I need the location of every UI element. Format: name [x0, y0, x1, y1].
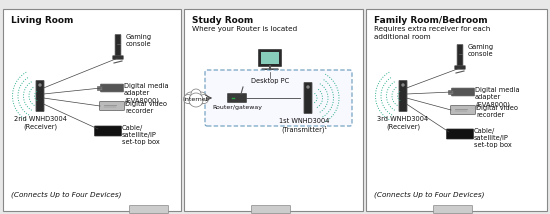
- FancyBboxPatch shape: [115, 35, 121, 57]
- FancyBboxPatch shape: [205, 70, 352, 126]
- Text: 2nd WNHD3004
(Receiver): 2nd WNHD3004 (Receiver): [14, 116, 67, 129]
- Circle shape: [39, 84, 41, 86]
- FancyBboxPatch shape: [100, 102, 124, 110]
- FancyBboxPatch shape: [95, 126, 122, 136]
- Text: Gaming
console: Gaming console: [468, 44, 494, 57]
- FancyBboxPatch shape: [450, 106, 475, 114]
- FancyBboxPatch shape: [113, 56, 123, 59]
- Circle shape: [200, 95, 208, 104]
- FancyBboxPatch shape: [258, 73, 280, 77]
- Text: Living Room: Living Room: [11, 16, 73, 25]
- Circle shape: [195, 92, 207, 104]
- Bar: [366, 9, 547, 211]
- Circle shape: [191, 89, 201, 99]
- FancyBboxPatch shape: [36, 80, 44, 111]
- Text: Where your Router is located: Where your Router is located: [192, 26, 297, 32]
- Circle shape: [185, 92, 197, 104]
- FancyBboxPatch shape: [455, 66, 465, 69]
- Circle shape: [189, 93, 203, 107]
- Circle shape: [184, 95, 192, 104]
- Circle shape: [280, 73, 284, 77]
- Text: Desktop PC: Desktop PC: [251, 78, 289, 84]
- Text: Study Room: Study Room: [192, 16, 253, 25]
- FancyBboxPatch shape: [251, 205, 290, 214]
- Text: Digital media
adapter
(EVA8000): Digital media adapter (EVA8000): [475, 87, 520, 107]
- Bar: [261, 52, 279, 64]
- Bar: [184, 9, 363, 211]
- Text: Digital video
recorder: Digital video recorder: [125, 101, 167, 114]
- FancyBboxPatch shape: [101, 84, 123, 92]
- Text: Cable/
satellite/IP
set-top box: Cable/ satellite/IP set-top box: [474, 128, 512, 148]
- FancyBboxPatch shape: [304, 83, 312, 113]
- Text: Digital media
adapter
(EVA8000): Digital media adapter (EVA8000): [124, 83, 169, 104]
- Text: (Connects Up to Four Devices): (Connects Up to Four Devices): [374, 191, 485, 198]
- Text: Internet: Internet: [184, 97, 208, 101]
- FancyBboxPatch shape: [452, 88, 475, 96]
- FancyBboxPatch shape: [457, 45, 463, 67]
- Text: Cable/
satellite/IP
set-top box: Cable/ satellite/IP set-top box: [122, 125, 160, 145]
- FancyBboxPatch shape: [129, 205, 168, 214]
- Circle shape: [307, 86, 309, 88]
- Circle shape: [402, 84, 404, 86]
- Text: (Connects Up to Four Devices): (Connects Up to Four Devices): [11, 191, 122, 198]
- FancyBboxPatch shape: [447, 129, 474, 139]
- FancyBboxPatch shape: [399, 80, 407, 111]
- Text: Digital video
recorder: Digital video recorder: [476, 105, 518, 118]
- FancyBboxPatch shape: [228, 94, 246, 103]
- Text: 3rd WNHD3004
(Receiver): 3rd WNHD3004 (Receiver): [377, 116, 428, 129]
- Text: Router/gateway: Router/gateway: [212, 105, 262, 110]
- Bar: [97, 86, 102, 90]
- Text: Requires extra receiver for each
additional room: Requires extra receiver for each additio…: [374, 26, 490, 40]
- Text: Family Room/Bedroom: Family Room/Bedroom: [374, 16, 488, 25]
- Text: 1st WNHD3004
(Transmitter)¹: 1st WNHD3004 (Transmitter)¹: [279, 118, 329, 133]
- Text: Gaming
console: Gaming console: [126, 34, 152, 47]
- FancyBboxPatch shape: [258, 49, 282, 67]
- Bar: [3, 9, 181, 211]
- Bar: [448, 90, 453, 94]
- FancyBboxPatch shape: [262, 69, 278, 72]
- FancyBboxPatch shape: [433, 205, 472, 214]
